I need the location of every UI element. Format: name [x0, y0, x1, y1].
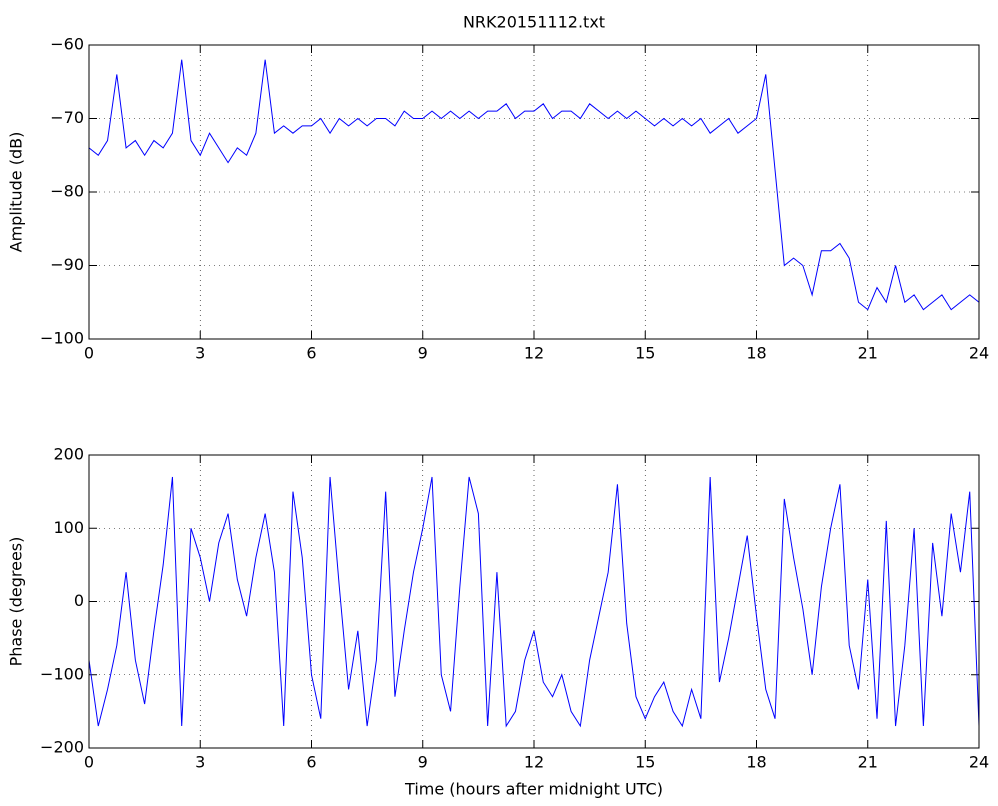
- x-tick-label: 6: [306, 753, 316, 772]
- y-tick-label: −60: [50, 35, 84, 54]
- x-tick-label: 0: [84, 344, 94, 363]
- x-tick-label: 0: [84, 753, 94, 772]
- axes-box: [88, 454, 980, 749]
- x-tick-label: 6: [306, 344, 316, 363]
- y-tick-label: −80: [50, 182, 84, 201]
- y-axis-label: Phase (degrees): [7, 537, 26, 667]
- y-tick-label: 100: [53, 518, 84, 537]
- y-tick-label: 0: [74, 591, 84, 610]
- x-tick-label: 9: [418, 344, 428, 363]
- x-axis-label: Time (hours after midnight UTC): [404, 780, 663, 799]
- x-tick-label: 12: [524, 344, 544, 363]
- x-tick-label: 12: [524, 753, 544, 772]
- x-tick-label: 3: [195, 753, 205, 772]
- x-tick-label: 18: [746, 753, 766, 772]
- x-tick-label: 21: [858, 753, 878, 772]
- data-line: [88, 59, 980, 311]
- x-tick-label: 24: [969, 753, 989, 772]
- y-axis-label: Amplitude (dB): [7, 132, 26, 253]
- x-tick-label: 15: [635, 753, 655, 772]
- y-tick-label: −70: [50, 108, 84, 127]
- y-tick-label: −100: [40, 664, 84, 683]
- x-tick-label: 18: [746, 344, 766, 363]
- x-tick-label: 9: [418, 753, 428, 772]
- chart-title: NRK20151112.txt: [463, 13, 605, 32]
- y-tick-label: −100: [40, 329, 84, 348]
- y-tick-label: −200: [40, 738, 84, 757]
- y-tick-label: −90: [50, 255, 84, 274]
- data-line: [88, 476, 980, 728]
- x-tick-label: 21: [858, 344, 878, 363]
- axes-box: [88, 44, 980, 340]
- x-tick-label: 24: [969, 344, 989, 363]
- x-tick-label: 15: [635, 344, 655, 363]
- y-tick-label: 200: [53, 445, 84, 464]
- x-tick-label: 3: [195, 344, 205, 363]
